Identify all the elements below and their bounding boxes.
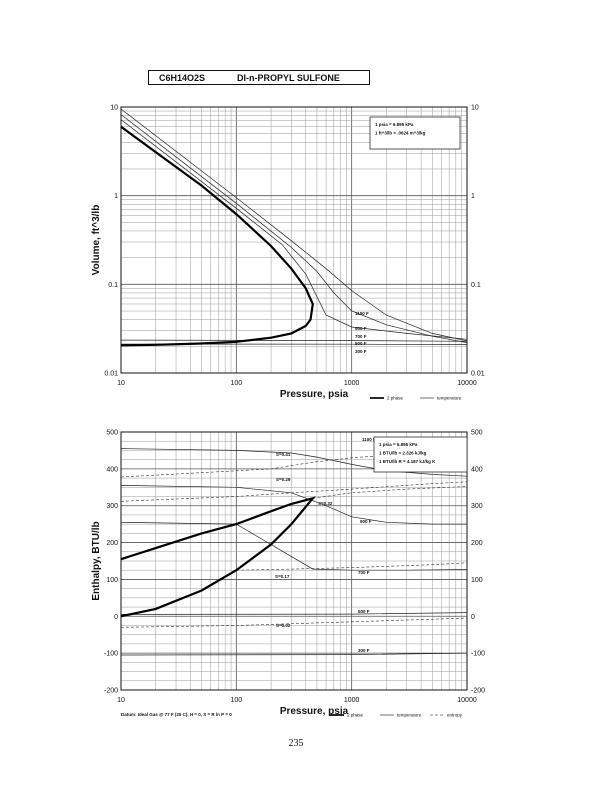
- chart2-conversion-note: 1 BTU/lb = 2.326 kJ/kg: [379, 451, 427, 456]
- chart2-entropy-line: [120, 450, 468, 478]
- chart2-two-phase-dome: [120, 496, 316, 618]
- chart-title-box: C6H14O2S DI-n-PROPYL SULFONE: [148, 70, 370, 85]
- chart1-x-tick-label: 10: [117, 380, 125, 387]
- chart1-y-tick-label-left: 0.1: [108, 282, 118, 289]
- chart2-y-tick-label-right: 300: [471, 503, 483, 510]
- chemical-formula: C6H14O2S: [159, 73, 206, 83]
- chart1-conversion-note: 1 psia = 6.895 kPa: [375, 122, 414, 127]
- chart2-conversion-note: 1 BTU/lb R = 4.187 kJ/kg K: [379, 459, 436, 464]
- chart2-isotherm-label: 300 F: [358, 648, 370, 653]
- chart1-isotherm-line: [120, 119, 468, 340]
- chart2-isotherm-label: 900 F: [360, 519, 372, 524]
- chart2-legend-label: 2 phase: [347, 713, 364, 718]
- chart2-isotherm-line: [120, 485, 467, 525]
- chart1-conversion-note: 1 ft^3/lb = .0624 m^3/kg: [375, 131, 426, 136]
- chart2-plot-frame: [120, 431, 468, 691]
- chart2-isotherm-line: [120, 612, 468, 615]
- chart1-conversion-box: [369, 116, 461, 150]
- chart2-y-tick-label-right: 100: [471, 577, 483, 584]
- chart2-isotherm-label: 1100 F: [362, 437, 376, 442]
- chart1-isotherm-label: 500 F: [355, 341, 367, 346]
- chart2-y-tick-label-left: 200: [106, 540, 118, 547]
- chart2-y-tick-label-left: -200: [104, 688, 118, 695]
- chart2-x-tick-label: 10000: [457, 697, 477, 704]
- chart2-entropy-line: [236, 562, 468, 571]
- chart1-isotherm-line: [120, 114, 468, 343]
- chart1-y-axis-label: Volume, ft^3/lb: [91, 205, 102, 276]
- chart2-entropy-label: S=0.17: [275, 574, 290, 579]
- chart1-isotherm-line: [120, 339, 468, 342]
- chart2-conversion-note: 1 psia = 6.895 kPa: [379, 442, 418, 447]
- chart2-y-tick-label-left: 0: [114, 614, 118, 621]
- chart2-legend-label: entropy: [447, 713, 463, 718]
- chart1-two-phase-dome: [120, 125, 314, 347]
- chart1-plot-frame: [120, 106, 468, 374]
- chart2-datum-note: Datum: Ideal Gas @ 77 F (25 C), H = 0, S…: [121, 712, 232, 717]
- chart2-isotherm-line: [120, 448, 468, 477]
- chart1-isotherm-label: 700 F: [355, 334, 367, 339]
- chart2-y-tick-label-left: 500: [106, 430, 118, 437]
- chart1-legend-label: 2 phase: [387, 396, 404, 401]
- chart2-legend-label: temperature: [397, 713, 422, 718]
- chart1-x-tick-label: 1000: [344, 380, 360, 387]
- chart2-y-tick-label-right: 400: [471, 466, 483, 473]
- chart2-y-tick-label-left: -100: [104, 651, 118, 658]
- chart2-isotherm-line: [120, 521, 468, 571]
- chart2-y-axis-label: Enthalpy, BTU/lb: [91, 521, 102, 600]
- chart1-isotherm-line: [120, 108, 468, 342]
- chart2-y-tick-label-left: 400: [106, 466, 118, 473]
- chart1-isotherm-label: 300 F: [355, 349, 367, 354]
- chart2-x-axis-label: Pressure, psia: [280, 706, 349, 717]
- chart1-x-tick-label: 100: [230, 380, 242, 387]
- chart2-entropy-line: [312, 486, 468, 499]
- chart1-y-tick-label-right: 0.1: [471, 282, 481, 289]
- chart1-y-tick-label-right: 0.01: [471, 371, 485, 378]
- chart2-x-tick-label: 100: [230, 697, 242, 704]
- chart1-y-tick-label-left: 1: [114, 193, 118, 200]
- chart2-y-tick-label-right: -200: [471, 688, 485, 695]
- chart2-x-tick-label: 1000: [344, 697, 360, 704]
- chart2-x-tick-label: 10: [117, 697, 125, 704]
- chart2-entropy-line: [120, 481, 468, 502]
- chart2-y-tick-label-left: 300: [106, 503, 118, 510]
- chart2-y-tick-label-right: 500: [471, 430, 483, 437]
- chart2-y-tick-label-right: 200: [471, 540, 483, 547]
- chart1-isotherm-label: 1100 F: [355, 311, 369, 316]
- chart2-isotherm-label: 500 F: [358, 609, 370, 614]
- chart2-entropy-line: [120, 617, 468, 628]
- chart2-entropy-label: S=0.02: [276, 623, 291, 628]
- chart1-y-tick-label-left: 10: [110, 105, 118, 112]
- chart1-y-tick-label-right: 1: [471, 193, 475, 200]
- chart2-y-tick-label-right: -100: [471, 651, 485, 658]
- chart1-x-axis-label: Pressure, psia: [280, 389, 349, 400]
- chart1-y-tick-label-left: 0.01: [104, 371, 118, 378]
- chart2-conversion-box: [373, 436, 468, 473]
- page-number: 235: [288, 738, 304, 749]
- compound-name: DI-n-PROPYL SULFONE: [237, 73, 340, 83]
- chart1-legend-label: temperature: [437, 396, 462, 401]
- chart2-y-tick-label-right: 0: [471, 614, 475, 621]
- chart2-isotherm-line: [120, 652, 468, 656]
- chart1-isotherm-label: 900 F: [355, 326, 367, 331]
- chart2-entropy-label: S=0.41: [276, 452, 291, 457]
- chart1-y-tick-label-right: 10: [471, 105, 479, 112]
- chart2-entropy-label: S=0.29: [276, 477, 291, 482]
- chart2-entropy-label: S=0.32: [318, 501, 333, 506]
- chart1-x-tick-label: 10000: [457, 380, 477, 387]
- chart2-y-tick-label-left: 100: [106, 577, 118, 584]
- chart2-isotherm-label: 700 F: [358, 570, 370, 575]
